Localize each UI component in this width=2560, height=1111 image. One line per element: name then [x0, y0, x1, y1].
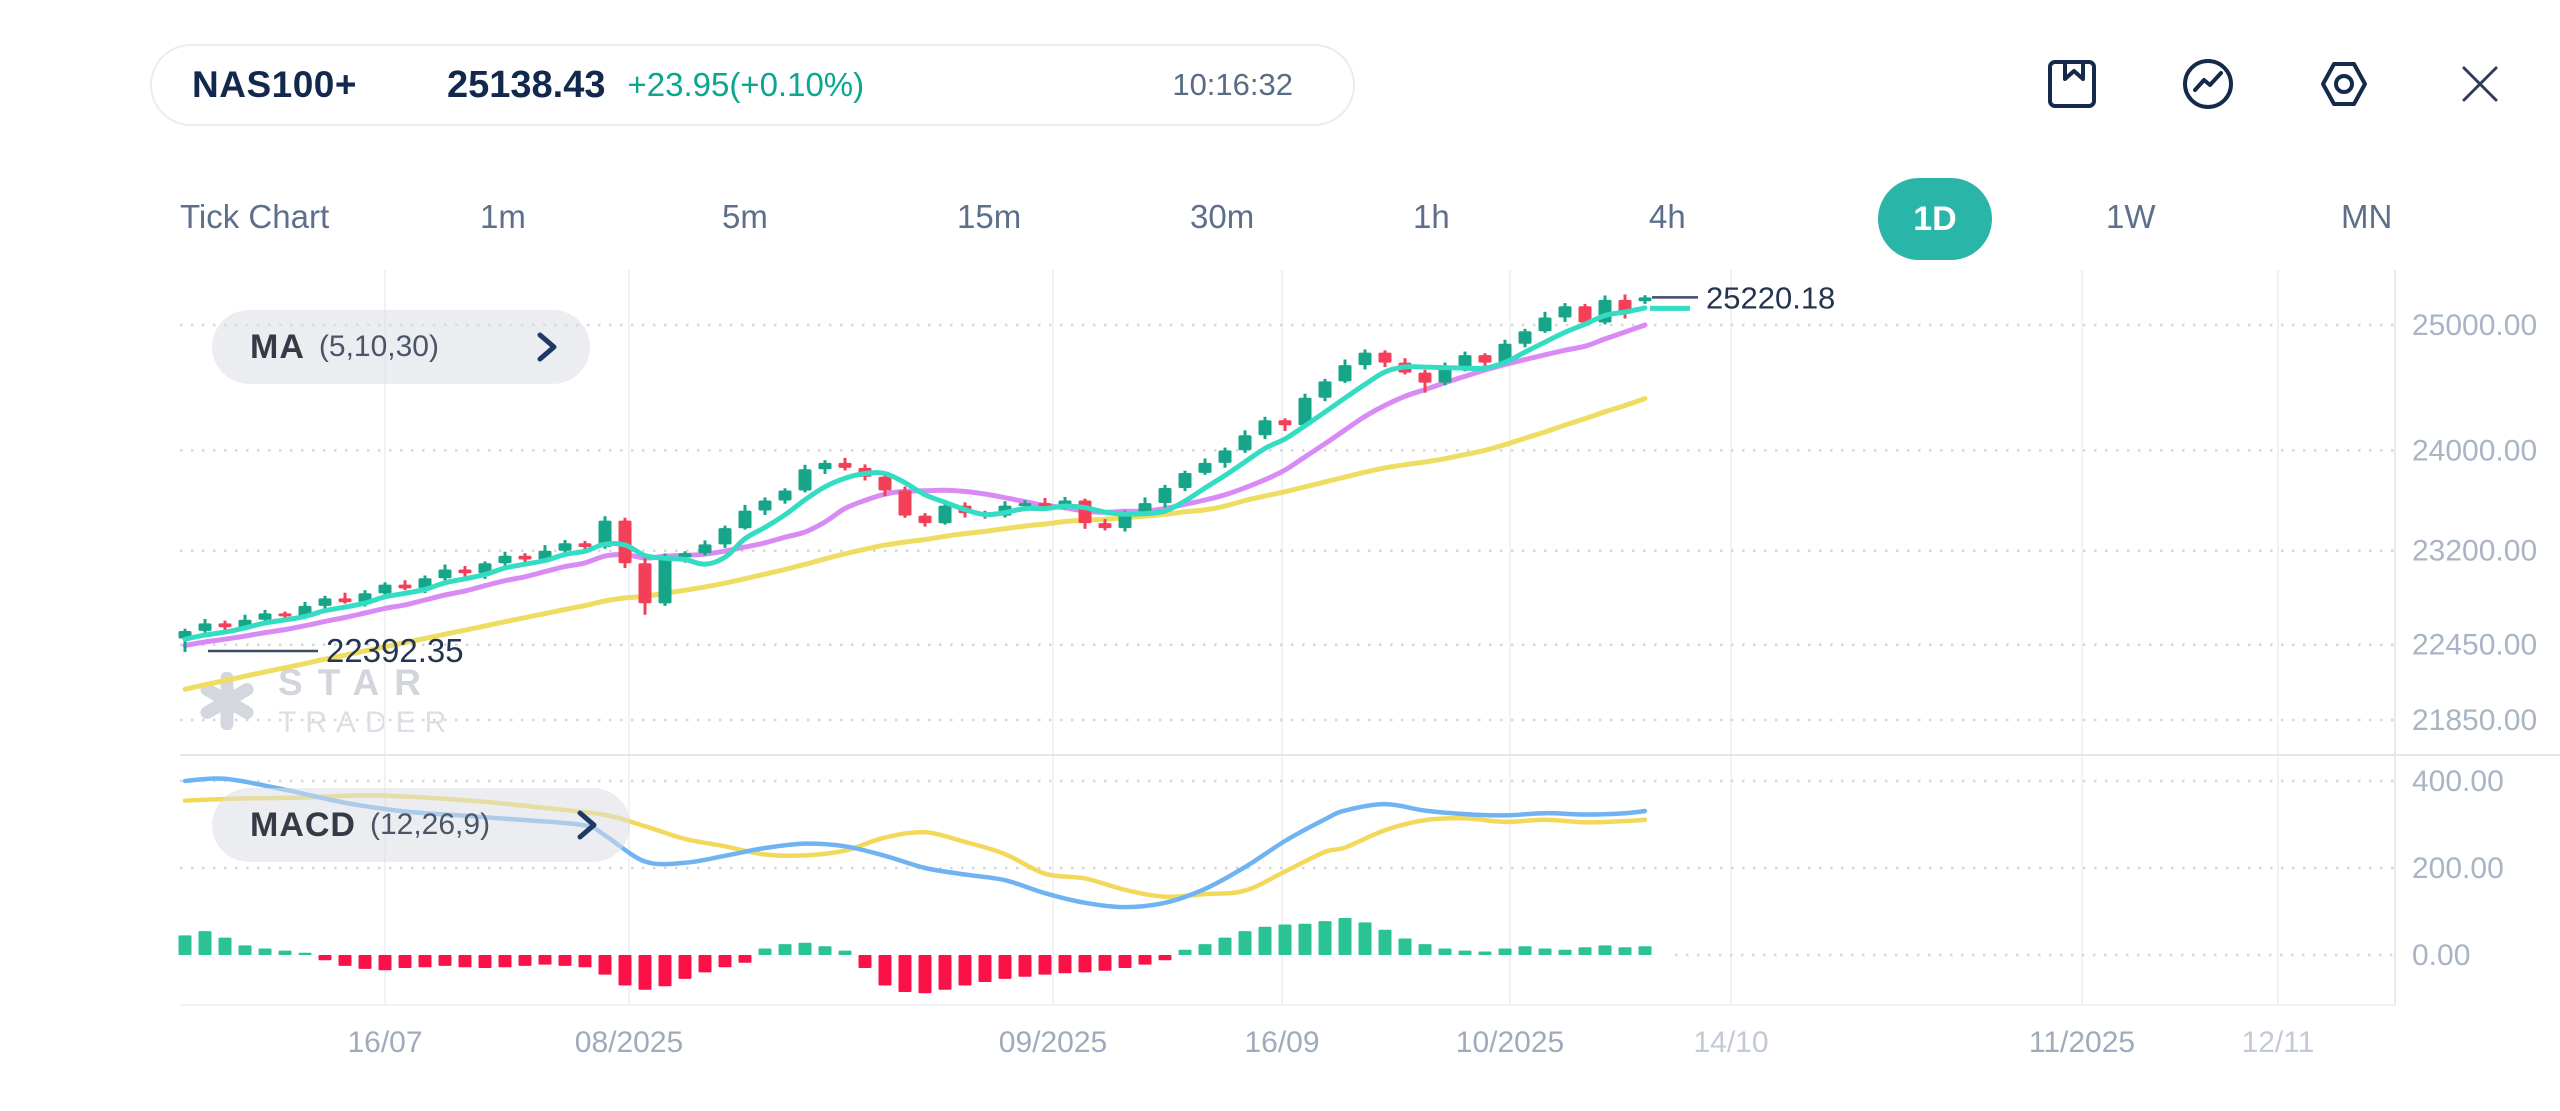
date-axis-label: 16/07: [347, 1026, 422, 1059]
macd-params: (12,26,9): [369, 808, 491, 841]
macd-axis-label: 200.00: [2412, 852, 2504, 885]
indicator-button[interactable]: [2176, 52, 2240, 116]
timeframe-tabs: Tick Chart 1m 5m 15m 30m 1h 4h 1D 1W MN: [0, 0, 2560, 280]
tab-tick-chart[interactable]: Tick Chart: [180, 198, 330, 235]
ma-params: (5,10,30): [318, 330, 439, 363]
price-change: +23.95(+0.10%): [627, 66, 865, 103]
macd-axis-label: 400.00: [2412, 765, 2504, 798]
price-axis-label: 25000.00: [2412, 309, 2537, 342]
date-axis-label: 14/10: [1693, 1026, 1768, 1059]
date-axis-label: 08/2025: [575, 1026, 683, 1059]
tab-1w[interactable]: 1W: [2106, 198, 2156, 235]
settings-button[interactable]: [2312, 52, 2376, 116]
tab-5m[interactable]: 5m: [722, 198, 768, 235]
price-axis-label: 23200.00: [2412, 535, 2537, 568]
tab-4h[interactable]: 4h: [1649, 198, 1686, 235]
watermark-line1: STAR: [278, 662, 436, 703]
date-axis-label: 12/11: [2242, 1026, 2315, 1059]
watermark: STAR TRADER: [198, 662, 455, 740]
date-axis-label: 16/09: [1244, 1026, 1319, 1059]
close-icon: [2462, 66, 2498, 102]
tab-1m[interactable]: 1m: [480, 198, 526, 235]
bookmark-button[interactable]: [2040, 52, 2104, 116]
chart-toolbar: [2040, 52, 2512, 116]
ma-label: MA: [250, 327, 305, 366]
chevron-right-icon: [534, 327, 560, 367]
price-axis-label: 22450.00: [2412, 629, 2537, 662]
date-axis-label: 09/2025: [999, 1026, 1107, 1059]
last-price: 25138.43: [446, 63, 606, 106]
tab-mn[interactable]: MN: [2341, 198, 2393, 235]
chevron-right-icon: [574, 805, 600, 845]
macd-indicator-pill[interactable]: MACD (12,26,9): [212, 788, 630, 862]
tab-1h[interactable]: 1h: [1413, 198, 1450, 235]
close-button[interactable]: [2448, 52, 2512, 116]
date-axis-label: 11/2025: [2029, 1026, 2135, 1059]
star-trader-logo-icon: [200, 672, 254, 730]
trend-circle-icon: [2183, 59, 2233, 109]
quote-time: 10:16:32: [1172, 67, 1293, 102]
ma-indicator-pill[interactable]: MA (5,10,30): [212, 310, 590, 384]
symbol-info-bar[interactable]: NAS100+ 25138.43 +23.95(+0.10%) 10:16:32: [150, 44, 1355, 126]
price-axis-label: 24000.00: [2412, 434, 2537, 467]
settings-hexagon-icon: [2321, 62, 2367, 106]
macd-axis-label: 0.00: [2412, 939, 2470, 972]
tab-1d[interactable]: 1D: [1878, 178, 1992, 260]
tab-15m[interactable]: 15m: [957, 198, 1022, 235]
current-price-marker: 25220.18: [1706, 280, 1835, 315]
symbol-name: NAS100+: [192, 64, 357, 105]
low-price-marker: 22392.35: [326, 632, 464, 669]
date-axis-label: 10/2025: [1456, 1026, 1564, 1059]
tab-30m[interactable]: 30m: [1190, 198, 1255, 235]
macd-label: MACD: [250, 805, 356, 844]
price-axis-label: 21850.00: [2412, 704, 2537, 737]
bookmark-icon: [2048, 60, 2096, 108]
watermark-line2: TRADER: [278, 706, 456, 739]
